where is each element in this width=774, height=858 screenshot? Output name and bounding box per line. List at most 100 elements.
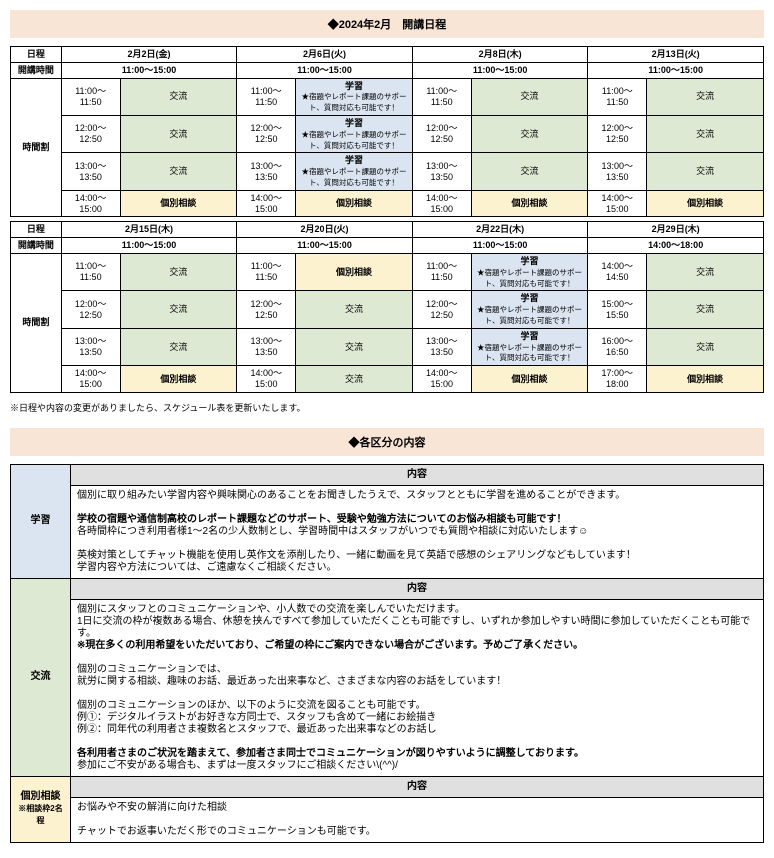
time-cell: 11:00～11:50 bbox=[412, 78, 471, 115]
section-label-gakushu: 学習 bbox=[11, 464, 71, 578]
hours-cell: 11:00～15:00 bbox=[237, 62, 413, 78]
kobetsu-label-sub: ※相談枠2名程 bbox=[18, 804, 62, 825]
label-timetable: 時間割 bbox=[11, 78, 62, 217]
activity-cell: 交流 bbox=[120, 153, 237, 190]
hours-cell: 11:00～15:00 bbox=[412, 62, 588, 78]
schedule-header: ◆2024年2月 開講日程 bbox=[10, 10, 764, 38]
kobetsu-label: 個別相談 bbox=[21, 791, 61, 802]
time-cell: 12:00～12:50 bbox=[237, 115, 296, 152]
activity-cell: 個別相談 bbox=[647, 366, 764, 393]
text-line: お悩みや不安の解消に向けた相談 bbox=[77, 802, 227, 813]
gakushu-sub: ★宿題やレポート課題のサポート、質問対応も可能です！ bbox=[477, 305, 582, 325]
gakushu-title: 学習 bbox=[345, 81, 363, 91]
text-line: 就労に関する相談、趣味のお話、最近あった出来事など、さまざまな内容のお話をしてい… bbox=[77, 676, 506, 687]
gakushu-sub: ★宿題やレポート課題のサポート、質問対応も可能です！ bbox=[301, 167, 406, 187]
content-subheader: 内容 bbox=[71, 776, 764, 797]
activity-cell: 交流 bbox=[296, 366, 413, 393]
time-cell: 11:00～11:50 bbox=[237, 253, 296, 290]
time-cell: 14:00～15:00 bbox=[237, 190, 296, 217]
time-cell: 11:00～11:50 bbox=[412, 253, 471, 290]
gakushu-sub: ★宿題やレポート課題のサポート、質問対応も可能です！ bbox=[477, 343, 582, 363]
gakushu-title: 学習 bbox=[521, 331, 539, 341]
date-cell: 2月13日(火) bbox=[588, 47, 764, 63]
activity-cell: 交流 bbox=[296, 328, 413, 365]
hours-cell: 11:00～15:00 bbox=[412, 238, 588, 254]
label-date: 日程 bbox=[11, 47, 62, 63]
time-cell: 11:00～11:50 bbox=[237, 78, 296, 115]
date-cell: 2月22日(木) bbox=[412, 222, 588, 238]
text-line: 参加にご不安がある場合も、まずは一度スタッフにご相談ください\(^^)/ bbox=[77, 760, 398, 771]
activity-cell: 交流 bbox=[120, 328, 237, 365]
activity-cell: 交流 bbox=[120, 291, 237, 328]
activity-cell: 個別相談 bbox=[296, 190, 413, 217]
activity-cell: 個別相談 bbox=[471, 190, 588, 217]
activity-cell: 個別相談 bbox=[471, 366, 588, 393]
label-hours: 開講時間 bbox=[11, 62, 62, 78]
time-cell: 16:00～16:50 bbox=[588, 328, 647, 365]
text-line: 例②：同年代の利用者さま複数名とスタッフで、最近あった出来事などのお話し bbox=[77, 724, 437, 735]
time-cell: 12:00～12:50 bbox=[588, 115, 647, 152]
time-cell: 14:00～15:00 bbox=[588, 190, 647, 217]
time-cell: 12:00～12:50 bbox=[412, 291, 471, 328]
text-line: 個別のコミュニケーションのほか、以下のように交流を図ることも可能です。 bbox=[77, 700, 426, 711]
activity-cell: 交流 bbox=[120, 115, 237, 152]
date-cell: 2月6日(火) bbox=[237, 47, 413, 63]
gakushu-sub: ★宿題やレポート課題のサポート、質問対応も可能です！ bbox=[301, 92, 406, 112]
time-cell: 12:00～12:50 bbox=[61, 115, 120, 152]
gakushu-title: 学習 bbox=[345, 118, 363, 128]
text-line: 個別に取り組みたい学習内容や興味関心のあることをお聞きしたうえで、スタッフととも… bbox=[77, 490, 625, 501]
text-line: 各時間枠につき利用者様1～2名の少人数制とし、学習時間中はスタッフがいつでも質問… bbox=[77, 526, 588, 537]
activity-cell: 学習★宿題やレポート課題のサポート、質問対応も可能です！ bbox=[296, 78, 413, 115]
text-line: 各利用者さまのご状況を踏まえて、参加者さま同士でコミュニケーションが図りやすいよ… bbox=[77, 748, 584, 759]
text-line: 学校の宿題や通信制高校のレポート課題などのサポート、受験や勉強方法についてのお悩… bbox=[77, 514, 567, 525]
section-body-kobetsu: お悩みや不安の解消に向けた相談 チャットでお返事いただく形でのコミュニケーション… bbox=[71, 797, 764, 842]
section-label-kobetsu: 個別相談 ※相談枠2名程 bbox=[11, 776, 71, 842]
text-line: ※現在多くの利用希望をいただいており、ご希望の枠にご案内できない場合がございます… bbox=[77, 640, 583, 651]
text-line: 1日に交流の枠が複数ある場合、休憩を挟んですべて参加していただくことも可能ですし… bbox=[77, 616, 750, 639]
activity-cell: 学習★宿題やレポート課題のサポート、質問対応も可能です！ bbox=[471, 253, 588, 290]
activity-cell: 交流 bbox=[647, 291, 764, 328]
time-cell: 13:00～13:50 bbox=[588, 153, 647, 190]
activity-cell: 学習★宿題やレポート課題のサポート、質問対応も可能です！ bbox=[296, 115, 413, 152]
content-header: ◆各区分の内容 bbox=[10, 428, 764, 456]
time-cell: 11:00～11:50 bbox=[588, 78, 647, 115]
time-cell: 11:00～11:50 bbox=[61, 253, 120, 290]
gakushu-sub: ★宿題やレポート課題のサポート、質問対応も可能です！ bbox=[477, 268, 582, 288]
time-cell: 13:00～13:50 bbox=[412, 153, 471, 190]
text-line: チャットでお返事いただく形でのコミュニケーションも可能です。 bbox=[77, 826, 376, 837]
activity-cell: 個別相談 bbox=[120, 366, 237, 393]
activity-cell: 交流 bbox=[296, 291, 413, 328]
activity-cell: 学習 ★宿題やレポート課題のサポート、質問対応も可能です！ bbox=[296, 153, 413, 190]
text-line: 個別にスタッフとのコミュニケーションや、小人数での交流を楽しんでいただけます。 bbox=[77, 604, 465, 615]
activity-cell: 交流 bbox=[647, 153, 764, 190]
time-cell: 13:00～13:50 bbox=[412, 328, 471, 365]
activity-cell: 個別相談 bbox=[120, 190, 237, 217]
gakushu-title: 学習 bbox=[345, 155, 363, 165]
activity-cell: 交流 bbox=[647, 115, 764, 152]
activity-cell: 交流 bbox=[471, 153, 588, 190]
schedule-note: ※日程や内容の変更がありましたら、スケジュール表を更新いたします。 bbox=[10, 401, 764, 414]
activity-cell: 交流 bbox=[647, 253, 764, 290]
activity-cell: 交流 bbox=[471, 78, 588, 115]
activity-cell: 交流 bbox=[647, 328, 764, 365]
section-body-gakushu: 個別に取り組みたい学習内容や興味関心のあることをお聞きしたうえで、スタッフととも… bbox=[71, 485, 764, 578]
hours-cell: 14:00～18:00 bbox=[588, 238, 764, 254]
text-line: 学習内容や方法については、ご遠慮なくご相談ください。 bbox=[77, 562, 337, 573]
time-cell: 14:00～14:50 bbox=[588, 253, 647, 290]
text-line: 例①：デジタルイラストがお好きな方同士で、スタッフも含めて一緒にお絵描き bbox=[77, 712, 436, 723]
time-cell: 13:00～13:50 bbox=[61, 328, 120, 365]
time-cell: 17:00～18:00 bbox=[588, 366, 647, 393]
activity-cell: 個別相談 bbox=[296, 253, 413, 290]
activity-cell: 交流 bbox=[120, 78, 237, 115]
time-cell: 14:00～15:00 bbox=[61, 190, 120, 217]
hours-cell: 11:00～15:00 bbox=[237, 238, 413, 254]
text-line: 英検対策としてチャット機能を使用し英作文を添削したり、一緒に動画を見て英語で感想… bbox=[77, 550, 636, 561]
label-date: 日程 bbox=[11, 222, 62, 238]
activity-cell: 学習 ★宿題やレポート課題のサポート、質問対応も可能です！ bbox=[471, 328, 588, 365]
label-timetable: 時間割 bbox=[11, 253, 62, 392]
date-cell: 2月8日(木) bbox=[412, 47, 588, 63]
schedule-table-2: 日程 2月15日(木) 2月20日(火) 2月22日(木) 2月29日(木) 開… bbox=[10, 221, 764, 392]
time-cell: 14:00～15:00 bbox=[412, 366, 471, 393]
time-cell: 13:00～13:50 bbox=[61, 153, 120, 190]
activity-cell: 交流 bbox=[120, 253, 237, 290]
